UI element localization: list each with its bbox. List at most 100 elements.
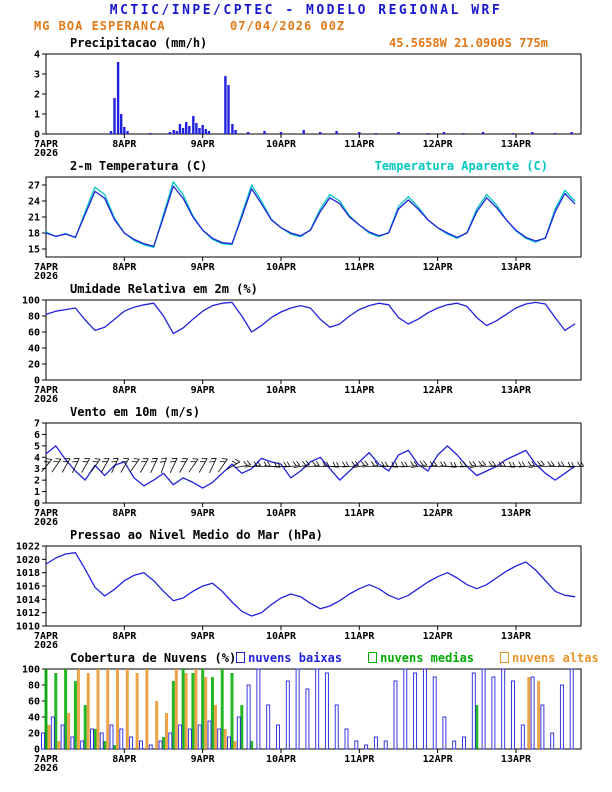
svg-text:0: 0 bbox=[34, 745, 40, 756]
svg-text:20: 20 bbox=[28, 360, 40, 371]
legend-item-mid-clouds: nuvens medias bbox=[368, 651, 474, 665]
svg-text:2026: 2026 bbox=[34, 763, 58, 773]
panel-pressure: Pressao ao Nivel Medio do Mar (hPa) 1010… bbox=[0, 527, 612, 650]
svg-text:27: 27 bbox=[28, 181, 40, 192]
svg-text:11APR: 11APR bbox=[344, 631, 375, 642]
svg-text:4: 4 bbox=[34, 453, 40, 464]
svg-text:1020: 1020 bbox=[16, 555, 40, 566]
humidity-chart: 0 20 40 60 80 100 8APR 9APR 10APR 11APR 12APR 13APR… bbox=[22, 296, 582, 404]
svg-text:3: 3 bbox=[34, 464, 40, 475]
panel-title-precipitation: Precipitacao (mm/h) bbox=[70, 35, 208, 50]
svg-text:8APR: 8APR bbox=[112, 508, 137, 519]
run-header: MG BOA ESPERANCA 07/04/2026 00Z bbox=[0, 18, 612, 35]
svg-text:1018: 1018 bbox=[16, 568, 40, 579]
svg-text:5: 5 bbox=[34, 441, 40, 452]
svg-text:10APR: 10APR bbox=[266, 385, 297, 396]
temperature-chart: 15 18 21 24 27 8APR 9APR 10APR 11APR 12APR 13APR 7A… bbox=[28, 176, 582, 281]
svg-text:2026: 2026 bbox=[34, 640, 58, 650]
svg-text:24: 24 bbox=[28, 197, 40, 208]
svg-text:10APR: 10APR bbox=[266, 508, 297, 519]
svg-text:40: 40 bbox=[28, 713, 40, 724]
legend-item-high-clouds: nuvens altas bbox=[500, 651, 599, 665]
svg-text:60: 60 bbox=[28, 697, 40, 708]
svg-text:7APR: 7APR bbox=[34, 631, 59, 642]
svg-text:10APR: 10APR bbox=[266, 262, 297, 273]
run-datetime: 07/04/2026 00Z bbox=[230, 19, 346, 33]
svg-text:1010: 1010 bbox=[16, 622, 40, 633]
panel-title-humidity: Umidade Relativa em 2m (%) bbox=[70, 281, 258, 296]
svg-text:2026: 2026 bbox=[34, 148, 58, 158]
svg-text:13APR: 13APR bbox=[501, 385, 532, 396]
app-title: MCTIC/INPE/CPTEC - MODELO REGIONAL WRF bbox=[109, 3, 503, 18]
panel-title-cloud-cover: Cobertura de Nuvens (%) bbox=[70, 650, 237, 665]
svg-text:0: 0 bbox=[34, 376, 40, 387]
svg-text:11APR: 11APR bbox=[344, 139, 375, 150]
svg-text:1016: 1016 bbox=[16, 582, 40, 593]
cloud-cover-chart: 0 20 40 60 80 100 8APR 9APR 10APR 11APR 12APR 13APR… bbox=[22, 665, 582, 773]
svg-text:2026: 2026 bbox=[34, 517, 58, 527]
svg-text:8APR: 8APR bbox=[112, 385, 137, 396]
svg-text:80: 80 bbox=[28, 681, 40, 692]
legend-label-high-clouds: nuvens altas bbox=[512, 650, 599, 665]
svg-text:7: 7 bbox=[34, 419, 40, 430]
svg-text:8APR: 8APR bbox=[112, 754, 137, 765]
svg-text:12APR: 12APR bbox=[423, 631, 454, 642]
svg-text:2026: 2026 bbox=[34, 271, 58, 281]
svg-text:80: 80 bbox=[28, 312, 40, 323]
svg-text:13APR: 13APR bbox=[501, 508, 532, 519]
svg-text:9APR: 9APR bbox=[191, 262, 216, 273]
svg-text:10APR: 10APR bbox=[266, 631, 297, 642]
svg-text:100: 100 bbox=[22, 665, 40, 676]
svg-text:40: 40 bbox=[28, 344, 40, 355]
svg-text:1: 1 bbox=[34, 110, 40, 121]
svg-text:20: 20 bbox=[28, 729, 40, 740]
svg-text:8APR: 8APR bbox=[112, 631, 137, 642]
svg-text:11APR: 11APR bbox=[344, 385, 375, 396]
svg-text:8APR: 8APR bbox=[112, 139, 137, 150]
pressure-chart: 1010 1012 1014 1016 1018 1020 1022 8APR 9APR 10AP… bbox=[16, 542, 582, 650]
svg-text:13APR: 13APR bbox=[501, 139, 532, 150]
svg-text:10APR: 10APR bbox=[266, 754, 297, 765]
legend-label-mid-clouds: nuvens medias bbox=[380, 650, 475, 665]
panel-wind: Vento em 10m (m/s) 0 1 2 3 4 5 6 7 8APR 9APR 10APR… bbox=[0, 404, 612, 527]
svg-text:7APR: 7APR bbox=[34, 754, 59, 765]
svg-text:15: 15 bbox=[28, 245, 40, 256]
svg-text:2: 2 bbox=[34, 90, 40, 101]
svg-text:2026: 2026 bbox=[34, 394, 58, 404]
high-clouds-swatch-icon bbox=[500, 652, 510, 663]
panel-precipitation: Precipitacao (mm/h) 45.5658W 21.0900S 77… bbox=[0, 35, 612, 158]
svg-text:9APR: 9APR bbox=[191, 754, 216, 765]
svg-text:7APR: 7APR bbox=[34, 262, 59, 273]
svg-text:6: 6 bbox=[34, 430, 40, 441]
svg-text:9APR: 9APR bbox=[191, 385, 216, 396]
svg-text:13APR: 13APR bbox=[501, 754, 532, 765]
svg-text:7APR: 7APR bbox=[34, 508, 59, 519]
svg-text:11APR: 11APR bbox=[344, 262, 375, 273]
svg-text:7APR: 7APR bbox=[34, 139, 59, 150]
svg-text:10APR: 10APR bbox=[266, 139, 297, 150]
svg-text:11APR: 11APR bbox=[344, 754, 375, 765]
svg-text:7APR: 7APR bbox=[34, 385, 59, 396]
station-name: MG BOA ESPERANCA bbox=[34, 19, 166, 33]
panel-title-temperature: 2-m Temperatura (C) bbox=[70, 158, 208, 173]
panel-title-wind: Vento em 10m (m/s) bbox=[70, 404, 201, 419]
svg-text:1022: 1022 bbox=[16, 542, 40, 553]
low-clouds-swatch-icon bbox=[236, 652, 246, 663]
station-coordinates: 45.5658W 21.0900S 775m bbox=[389, 35, 548, 50]
panel-humidity: Umidade Relativa em 2m (%) 0 20 40 60 80 100 8… bbox=[0, 281, 612, 404]
svg-text:100: 100 bbox=[22, 296, 40, 307]
svg-text:3: 3 bbox=[34, 70, 40, 81]
svg-text:21: 21 bbox=[28, 213, 40, 224]
cloud-legend: nuvens baixas nuvens medias nuvens altas bbox=[236, 651, 599, 665]
svg-text:18: 18 bbox=[28, 229, 40, 240]
svg-text:0: 0 bbox=[34, 130, 40, 141]
svg-text:12APR: 12APR bbox=[423, 754, 454, 765]
svg-text:0: 0 bbox=[34, 499, 40, 510]
svg-text:12APR: 12APR bbox=[423, 385, 454, 396]
apparent-temperature-legend: Temperatura Aparente (C) bbox=[374, 158, 548, 173]
svg-text:1014: 1014 bbox=[16, 595, 40, 606]
svg-text:2: 2 bbox=[34, 476, 40, 487]
svg-text:8APR: 8APR bbox=[112, 262, 137, 273]
precipitation-chart: 0 1 2 3 4 8APR 9APR 10APR 11APR 12APR 13APR 7APR202… bbox=[34, 50, 582, 158]
